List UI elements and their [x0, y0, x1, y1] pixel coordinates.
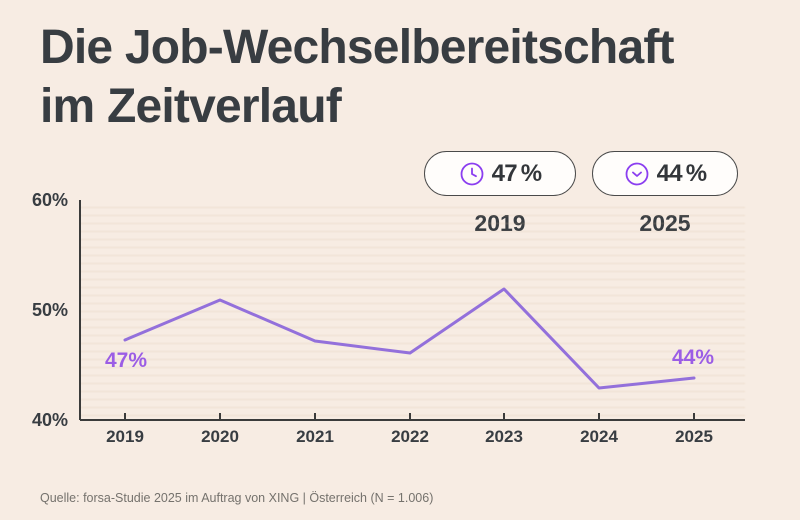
svg-text:47%: 47% [105, 349, 147, 372]
svg-text:2021: 2021 [296, 427, 334, 446]
svg-text:2024: 2024 [580, 427, 618, 446]
svg-text:50%: 50% [32, 300, 68, 320]
svg-text:2022: 2022 [391, 427, 429, 446]
svg-text:2020: 2020 [201, 427, 239, 446]
svg-text:2023: 2023 [485, 427, 523, 446]
svg-text:40%: 40% [32, 410, 68, 430]
svg-text:60%: 60% [32, 190, 68, 210]
svg-text:2025: 2025 [675, 427, 713, 446]
svg-text:44%: 44% [672, 346, 714, 369]
svg-text:2019: 2019 [106, 427, 144, 446]
